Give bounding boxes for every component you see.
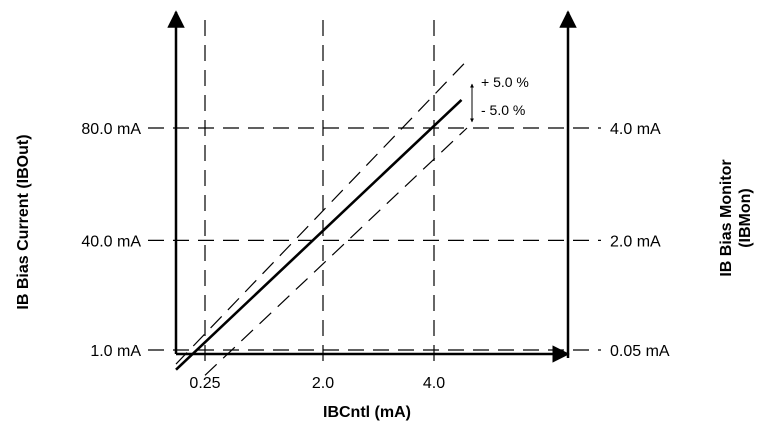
- axis-titles: IBCntl (mA) IB Bias Current (IBOut) IB B…: [15, 134, 754, 421]
- left-tick-label-0: 1.0 mA: [90, 343, 141, 360]
- plus-tolerance-label: + 5.0 %: [481, 74, 529, 90]
- x-axis-title: IBCntl (mA): [323, 404, 411, 421]
- left-tick-label-1: 40.0 mA: [81, 233, 141, 250]
- minus-tolerance-label: - 5.0 %: [481, 102, 525, 118]
- right-tick-label-2: 4.0 mA: [610, 121, 661, 138]
- tolerance-annotation: + 5.0 % - 5.0 %: [470, 74, 529, 123]
- grid-lines: [148, 20, 601, 370]
- right-tick-label-0: 0.05 mA: [610, 343, 670, 360]
- nominal-line: [175, 98, 463, 371]
- x-tick-label-1: 2.0: [312, 375, 334, 392]
- series-lines: [175, 60, 468, 376]
- x-tick-label-2: 4.0: [423, 375, 445, 392]
- axes: [167, 10, 577, 363]
- tolerance-line-1: [175, 60, 468, 365]
- tolerance-line-2: [204, 127, 468, 376]
- right-y-axis-title-line2: (IBMon): [737, 188, 754, 248]
- x-tick-label-0: 0.25: [189, 375, 220, 392]
- tick-labels: 1.0 mA 40.0 mA 80.0 mA 0.05 mA 2.0 mA 4.0 mA 0…: [81, 121, 670, 392]
- left-y-axis-title: IB Bias Current (IBOut): [15, 134, 32, 309]
- right-tick-label-1: 2.0 mA: [610, 233, 661, 250]
- right-y-axis-title-line1: IB Bias Monitor: [718, 159, 735, 276]
- left-tick-label-2: 80.0 mA: [81, 121, 141, 138]
